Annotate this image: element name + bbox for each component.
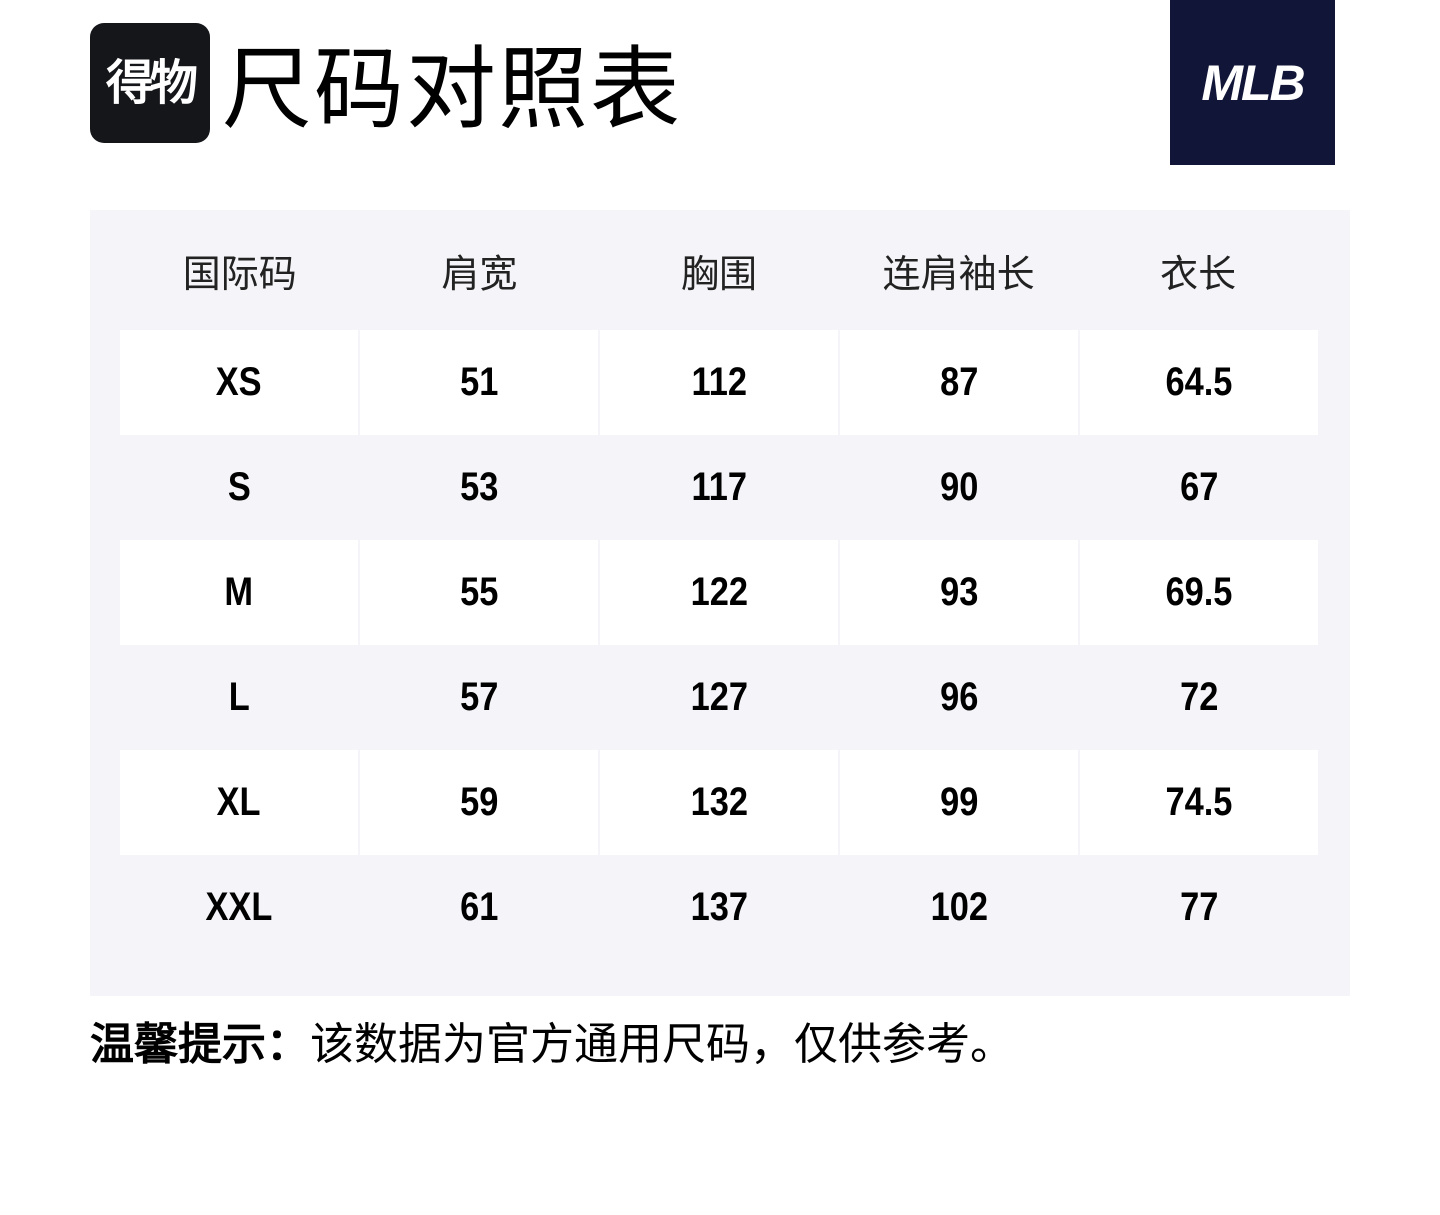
cell-size: L	[120, 645, 358, 750]
cell-sleeve: 87	[840, 330, 1078, 435]
cell-length: 77	[1080, 855, 1318, 960]
header-shoulder-width: 肩宽	[441, 251, 518, 296]
table-body: XS 51 112 87 64.5 S 53 117 90 67 M 55 12…	[120, 330, 1318, 960]
cell-length: 64.5	[1080, 330, 1318, 435]
cell-shoulder: 61	[360, 855, 598, 960]
cell-sleeve: 102	[840, 855, 1078, 960]
table-row: XS 51 112 87 64.5	[120, 330, 1318, 435]
cell-chest: 117	[600, 435, 838, 540]
cell-length: 67	[1080, 435, 1318, 540]
cell-size: S	[120, 435, 358, 540]
header-body-length: 衣长	[1160, 251, 1237, 296]
tip-text: 该数据为官方通用尺码，仅供参考。	[310, 1019, 1014, 1070]
header-chest: 胸围	[680, 251, 757, 296]
cell-length: 72	[1080, 645, 1318, 750]
cell-sleeve: 93	[840, 540, 1078, 645]
cell-shoulder: 57	[360, 645, 598, 750]
cell-chest: 127	[600, 645, 838, 750]
table-header-row: 国际码 肩宽 胸围 连肩袖长 衣长	[120, 210, 1318, 330]
page-title: 尺码对照表	[222, 37, 682, 142]
cell-size: M	[120, 540, 358, 645]
app-logo: 得物	[90, 23, 210, 143]
cell-chest: 122	[600, 540, 838, 645]
cell-shoulder: 59	[360, 750, 598, 855]
cell-size: XS	[120, 330, 358, 435]
cell-shoulder: 53	[360, 435, 598, 540]
cell-sleeve: 96	[840, 645, 1078, 750]
cell-shoulder: 55	[360, 540, 598, 645]
brand-logo: MLB	[1170, 0, 1335, 165]
tip-note: 温馨提示：该数据为官方通用尺码，仅供参考。	[90, 1010, 1014, 1080]
table-row: XXL 61 137 102 77	[120, 855, 1318, 960]
cell-length: 74.5	[1080, 750, 1318, 855]
cell-length: 69.5	[1080, 540, 1318, 645]
cell-chest: 112	[600, 330, 838, 435]
table-row: XL 59 132 99 74.5	[120, 750, 1318, 855]
cell-sleeve: 99	[840, 750, 1078, 855]
table-row: L 57 127 96 72	[120, 645, 1318, 750]
size-table: 国际码 肩宽 胸围 连肩袖长 衣长 XS 51 112 87 64.5 S 53…	[90, 210, 1350, 996]
cell-chest: 137	[600, 855, 838, 960]
brand-logo-text: MLB	[1201, 54, 1305, 111]
tip-label: 温馨提示：	[90, 1019, 310, 1070]
header-international-size: 国际码	[182, 251, 297, 296]
table-row: M 55 122 93 69.5	[120, 540, 1318, 645]
header-sleeve-length: 连肩袖长	[882, 251, 1035, 296]
cell-shoulder: 51	[360, 330, 598, 435]
table-row: S 53 117 90 67	[120, 435, 1318, 540]
app-logo-text: 得物	[105, 55, 198, 111]
cell-sleeve: 90	[840, 435, 1078, 540]
cell-size: XXL	[120, 855, 358, 960]
cell-size: XL	[120, 750, 358, 855]
cell-chest: 132	[600, 750, 838, 855]
